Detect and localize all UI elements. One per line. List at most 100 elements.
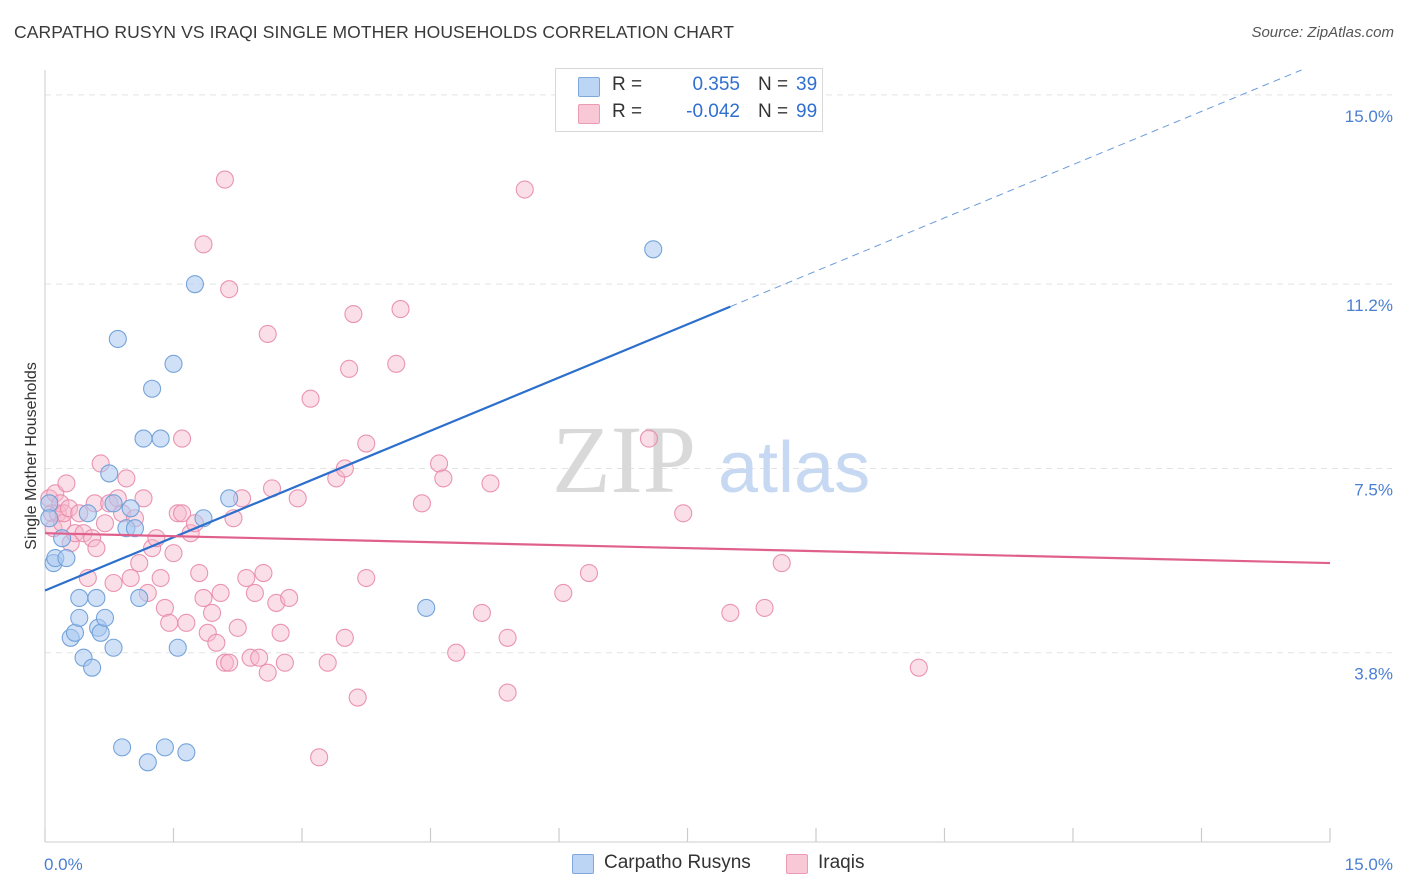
iraqis-point — [271, 623, 290, 642]
iraqis-point — [134, 489, 153, 508]
carpatho-rusyns-point — [185, 275, 204, 294]
iraqis-point — [301, 389, 320, 408]
carpatho-rusyns-point — [220, 489, 239, 508]
legend-n-value: 39 — [796, 74, 818, 95]
iraqis-point — [498, 683, 517, 702]
carpatho-rusyns-point — [113, 738, 132, 757]
iraqis-point — [472, 603, 491, 622]
iraqis-point — [215, 653, 234, 672]
iraqis-point — [95, 514, 115, 533]
iraqis-point — [434, 469, 453, 488]
carpatho-rusyns-point — [104, 494, 123, 513]
legend-swatch-blue — [578, 77, 600, 97]
iraqis-point — [348, 688, 367, 707]
iraqis-point — [357, 568, 376, 588]
iraqis-point — [87, 539, 106, 558]
iraqis-point — [177, 613, 196, 632]
tick-labels: 3.8% 7.5% 11.2% 15.0% 0.0% 15.0% — [44, 107, 1393, 874]
carpatho-rusyns-trend-line — [44, 305, 731, 592]
carpatho-rusyns-point — [83, 658, 102, 677]
legend-r-label: R = — [612, 101, 643, 122]
iraqis-point — [515, 180, 534, 199]
carpatho-rusyns-point — [57, 549, 76, 568]
carpatho-rusyns-point — [104, 638, 123, 657]
iraqis-point — [412, 494, 431, 513]
carpatho-rusyns-point — [143, 379, 162, 398]
iraqis-point — [57, 474, 76, 493]
source-credit: Source: ZipAtlas.com — [1251, 24, 1394, 41]
carpatho-rusyns-point — [70, 608, 89, 627]
iraqis-point — [194, 588, 213, 607]
carpatho-rusyns-point — [53, 529, 72, 548]
iraqis-point — [220, 280, 239, 299]
carpatho-rusyns-point — [644, 240, 663, 259]
carpatho-rusyns-point — [65, 623, 85, 642]
carpatho-rusyns-point — [40, 509, 59, 528]
legend-n-label: N = — [758, 101, 789, 122]
x-tick-label: 15.0% — [1345, 855, 1393, 874]
legend-r-value: 0.355 — [692, 74, 740, 95]
carpatho-rusyns-point — [130, 588, 149, 607]
iraqis-trend-line — [44, 532, 1331, 565]
iraqis-point — [203, 603, 222, 622]
iraqis-point — [721, 603, 740, 622]
watermark-atlas: atlas — [718, 428, 870, 508]
iraqis-points — [40, 170, 928, 767]
iraqis-point — [674, 504, 693, 523]
iraqis-point — [280, 588, 299, 607]
carpatho-rusyns-point — [138, 753, 157, 772]
iraqis-point — [173, 429, 192, 448]
trend-lines — [44, 69, 1331, 592]
iraqis-point — [250, 648, 269, 667]
iraqis-point — [258, 324, 277, 344]
iraqis-point — [59, 499, 79, 518]
carpatho-rusyns-point — [108, 329, 127, 349]
axes — [44, 70, 1331, 843]
chart-title: CARPATHO RUSYN VS IRAQI SINGLE MOTHER HO… — [14, 22, 734, 42]
carpatho-rusyns-point — [134, 429, 153, 448]
iraqis-point — [554, 583, 573, 603]
carpatho-rusyns-point — [121, 499, 140, 518]
iraqis-point — [220, 653, 239, 672]
legend-r-label: R = — [612, 74, 643, 95]
iraqis-point — [481, 474, 500, 493]
iraqis-point — [173, 504, 192, 523]
iraqis-point — [130, 554, 149, 573]
iraqis-point — [391, 300, 410, 319]
legend-swatch-pink — [578, 104, 600, 124]
legend-n-value: 99 — [796, 101, 818, 122]
iraqis-point — [340, 359, 359, 378]
iraqis-point — [121, 568, 140, 588]
carpatho-rusyns-point — [151, 429, 170, 448]
series-legend: Carpatho Rusyns Iraqis — [0, 852, 1406, 878]
iraqis-point — [117, 469, 136, 488]
carpatho-rusyns-point — [168, 638, 187, 657]
carpatho-rusyns-point — [155, 738, 174, 757]
carpatho-rusyns-point — [125, 519, 144, 538]
y-tick-label: 3.8% — [1354, 665, 1393, 684]
watermark-zip: ZIP — [552, 406, 696, 513]
iraqis-point — [164, 544, 183, 563]
iraqis-point — [344, 305, 363, 324]
carpatho-rusyns-point — [417, 598, 436, 617]
iraqis-point — [168, 504, 187, 523]
iraqis-point — [357, 434, 376, 453]
carpatho-rusyns-points — [40, 240, 663, 772]
iraqis-point — [190, 563, 209, 583]
carpatho-rusyns-point — [70, 588, 89, 607]
iraqis-point — [151, 568, 170, 588]
iraqis-point — [909, 658, 928, 677]
iraqis-point — [639, 429, 659, 448]
iraqis-point — [755, 598, 774, 617]
carpatho-rusyns-point — [87, 588, 106, 607]
carpatho-rusyns-point — [100, 464, 119, 483]
carpatho-rusyns-point — [164, 354, 183, 373]
iraqis-point — [245, 583, 264, 603]
iraqis-point — [104, 573, 123, 593]
carpatho-rusyns-point — [91, 623, 110, 642]
iraqis-point — [447, 643, 466, 662]
carpatho-rusyns-point — [78, 504, 97, 523]
legend-r-value: -0.042 — [686, 101, 740, 122]
correlation-legend: R = 0.355 N = 39 R = -0.042 N = 99 — [555, 68, 823, 132]
